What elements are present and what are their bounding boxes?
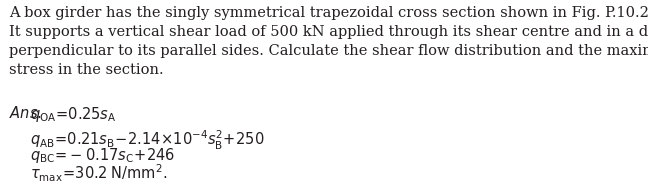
Text: $\it{Ans.}$: $\it{Ans.}$: [9, 105, 41, 121]
Text: $q_{\mathrm{OA}}\!=\!0.25s_{\mathrm{A}}$: $q_{\mathrm{OA}}\!=\!0.25s_{\mathrm{A}}$: [30, 105, 117, 124]
Text: A box girder has the singly symmetrical trapezoidal cross section shown in Fig. : A box girder has the singly symmetrical …: [9, 6, 648, 77]
Text: $q_{\mathrm{BC}}\!=\!-0.17s_{\mathrm{C}}\!+\!246$: $q_{\mathrm{BC}}\!=\!-0.17s_{\mathrm{C}}…: [30, 146, 175, 165]
Text: $q_{\mathrm{AB}}\!=\!0.21s_{\mathrm{B}}\!-\!2.14\!\times\!10^{-4}s_{\mathrm{B}}^: $q_{\mathrm{AB}}\!=\!0.21s_{\mathrm{B}}\…: [30, 129, 265, 152]
Text: $\tau_{\mathrm{max}}\!=\!30.2\;\mathrm{N/mm}^{2}.$: $\tau_{\mathrm{max}}\!=\!30.2\;\mathrm{N…: [30, 162, 167, 184]
